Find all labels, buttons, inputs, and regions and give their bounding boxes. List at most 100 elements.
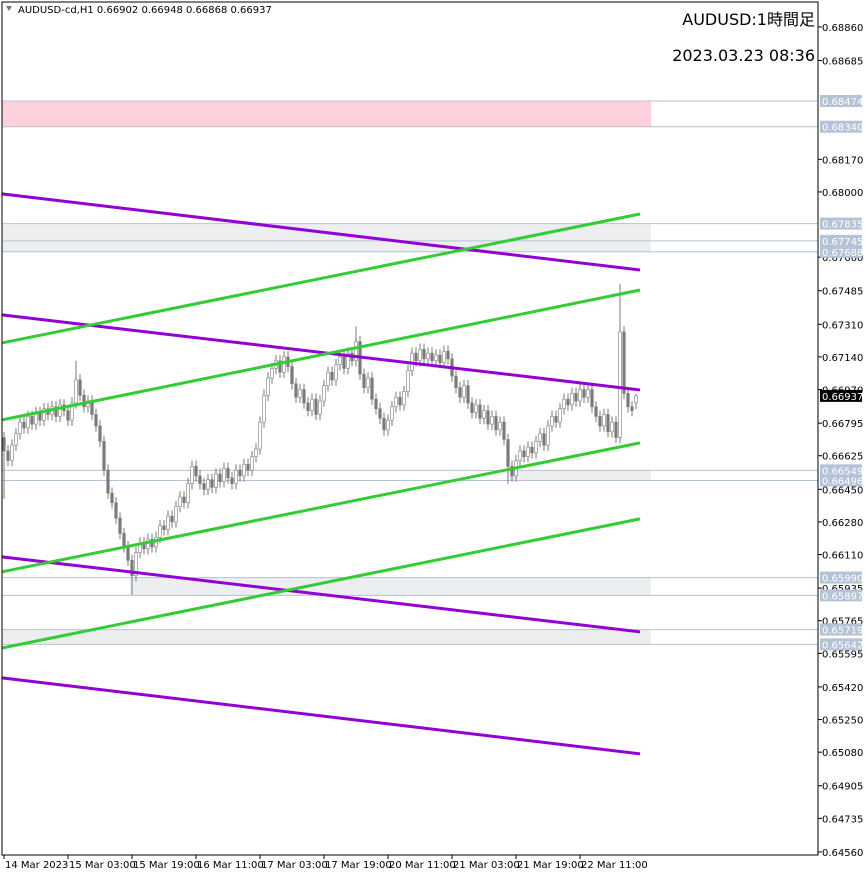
candle-body [626,393,630,408]
candle-body [598,416,602,427]
level-label: 0.65642 [822,640,863,651]
candle-body [10,444,14,461]
y-tick-label: 0.66110 [822,551,863,562]
level-label: 0.68474 [822,97,863,108]
chart-subtitle: 2023.03.23 08:36 [672,46,815,65]
candle-body [394,396,398,408]
candle-body [306,402,310,411]
candle-body [486,410,490,425]
candle-body [426,352,430,360]
level-label-box [820,464,862,477]
y-tick-label: 0.67140 [822,353,863,364]
candle-body [346,352,350,369]
candle-body [94,414,98,427]
candle-body [70,402,74,421]
candle-body [370,377,374,400]
trendline [1,313,641,392]
candle-body [206,479,210,490]
candle-body [222,467,226,482]
candle-body [262,395,266,423]
trendline [1,441,641,574]
candle-body [578,389,582,402]
level-label-box [820,623,862,636]
zone [2,629,651,645]
y-tick-label: 0.67485 [822,287,863,298]
candle-body [234,469,238,484]
candle-body [18,421,22,434]
y-tick-label: 0.68000 [822,188,863,199]
candle-body [518,450,522,461]
candle-body [602,414,606,427]
candle-body [586,389,590,398]
candle-body [490,416,494,425]
x-tick-label: 17 Mar 03:00 [261,860,328,871]
last-price-box [820,389,862,402]
candle-body [110,492,114,504]
level-label: 0.67835 [822,220,863,231]
candle-body [6,450,10,461]
level-label: 0.67688 [822,248,863,259]
candle-body [314,398,318,415]
candle-body [338,356,342,365]
candle-body [510,465,514,477]
candle-body [498,421,502,431]
candle-body [614,421,618,438]
candle-body [558,408,562,423]
candle-body [322,385,326,402]
candle-body [122,533,126,548]
candle-body [214,473,218,488]
candle-body [534,441,538,454]
candle-body [238,469,242,477]
candle-body [78,379,82,396]
candle-body [526,446,530,458]
candle-body [414,352,418,362]
candle-body [242,464,246,477]
candle-body [366,377,370,388]
candle-body [270,368,274,379]
candle-body [174,506,178,523]
candle-body [158,525,162,538]
candle-body [170,515,174,523]
candle-body [466,385,470,404]
candle-body [198,475,202,484]
y-tick-label: 0.64905 [822,782,863,793]
candle-body [166,515,170,530]
candle-body [30,416,34,425]
y-tick-label: 0.65420 [822,683,863,694]
x-tick-label: 16 Mar 11:00 [197,860,264,871]
x-tick-label: 15 Mar 03:00 [69,860,136,871]
candle-body [546,425,550,446]
candle-body [458,387,462,398]
trendline [1,192,641,272]
candle-body [82,395,86,408]
candle-body [246,464,250,471]
candle-body [186,483,190,504]
candle-body [566,398,570,406]
candle-body [2,437,6,452]
candle-body [134,552,138,576]
x-tick-label: 15 Mar 19:00 [133,860,200,871]
level-label-box [820,94,862,107]
candle-body [310,398,314,411]
candle-body [454,375,458,388]
candle-body [226,467,230,479]
candle-body [470,402,474,413]
candle-body [254,448,258,458]
candle-body [442,350,446,363]
candle-body [374,398,378,410]
candle-body [182,496,186,504]
candle-body [290,366,294,385]
y-tick-label: 0.64735 [822,814,863,825]
candle-body [202,483,206,490]
candle-body [194,465,198,477]
level-label-box [820,234,862,247]
candle-body [54,406,58,417]
candle-body [102,441,106,471]
y-tick-label: 0.66795 [822,419,863,430]
candle-body [42,408,46,421]
last-price-label: 0.66937 [822,392,863,403]
candle-body [590,389,594,408]
trendline [1,288,641,422]
level-label-box [820,638,862,651]
candle-body [606,414,610,433]
